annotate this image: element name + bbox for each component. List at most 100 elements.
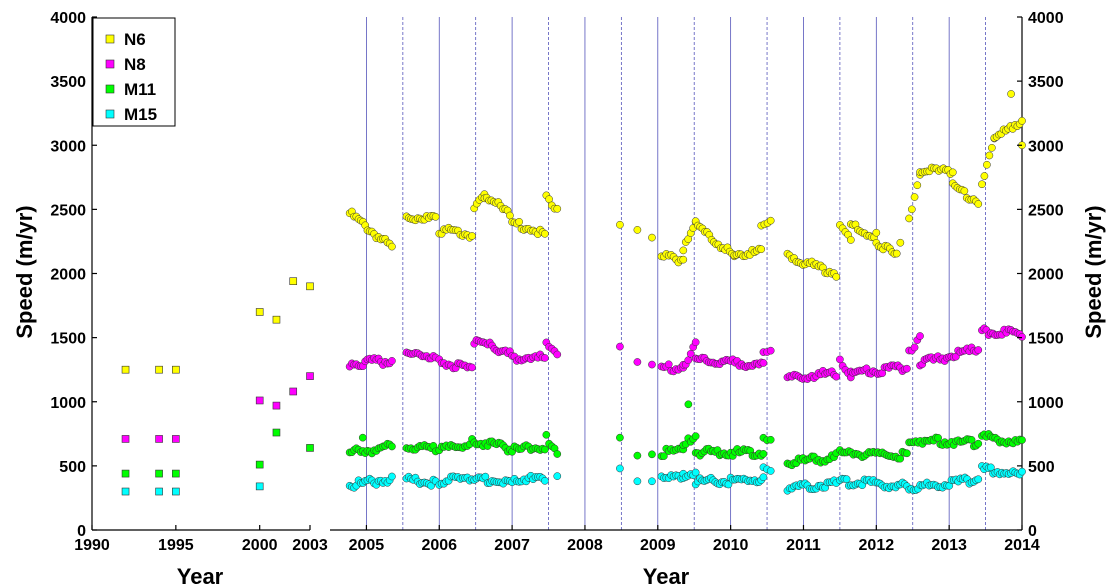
point-n6 <box>172 365 180 374</box>
x-tick-label-right: 2007 <box>494 537 530 554</box>
y-axis-label-right: Speed (m/yr) <box>1081 205 1106 338</box>
point-n8 <box>759 359 768 367</box>
point-m11 <box>541 445 549 454</box>
point-m11 <box>155 469 163 478</box>
point-n6 <box>907 205 916 214</box>
y-tick-label-right: 1500 <box>1028 331 1064 348</box>
point-m11 <box>633 451 642 460</box>
point-m15 <box>121 487 130 496</box>
point-m11 <box>542 430 551 439</box>
point-n8 <box>686 349 695 358</box>
x-tick-label-right: 2006 <box>421 537 457 554</box>
y-tick-label-right: 3000 <box>1028 138 1064 155</box>
x-tick-label-left: 2000 <box>242 537 278 554</box>
y-tick-label-left: 2500 <box>50 202 86 219</box>
legend: N6 N8 M11 M15 <box>92 17 176 127</box>
point-m15 <box>388 472 396 481</box>
legend-label-n8: N8 <box>124 55 146 74</box>
point-m15 <box>1018 467 1026 476</box>
point-n6 <box>289 277 298 285</box>
point-n8 <box>664 360 673 369</box>
x-tick-label-right: 2011 <box>786 537 821 554</box>
legend-marker-n8 <box>105 59 115 69</box>
point-m11 <box>934 434 942 442</box>
point-m15 <box>633 477 642 486</box>
legend-label-n6: N6 <box>124 30 146 49</box>
point-n6 <box>255 308 264 316</box>
point-n8 <box>172 435 180 443</box>
y-axis-label-left: Speed (m/yr) <box>12 205 37 338</box>
year-divider-lines <box>366 17 986 530</box>
point-n8 <box>388 357 396 365</box>
point-n6 <box>892 249 901 258</box>
point-n6 <box>905 214 913 223</box>
point-n8 <box>155 435 163 443</box>
point-m15 <box>974 475 983 484</box>
legend-marker-m15 <box>105 109 115 119</box>
point-n6 <box>983 160 991 169</box>
x-tick-label-right: 2005 <box>349 537 385 554</box>
point-n6 <box>1007 90 1015 98</box>
point-n8 <box>832 372 841 381</box>
x-tick-label-right: 2009 <box>640 537 676 554</box>
point-m15 <box>842 475 851 484</box>
x-tick-label-right: 2012 <box>859 537 895 554</box>
point-m11 <box>759 450 768 458</box>
point-n6 <box>388 242 396 251</box>
y-tick-label-right: 500 <box>1028 459 1055 476</box>
point-n6 <box>980 172 989 180</box>
point-n8 <box>633 358 642 366</box>
point-n6 <box>910 193 919 201</box>
point-n8 <box>541 354 549 362</box>
y-tick-label-right: 4000 <box>1028 10 1064 27</box>
point-m15 <box>759 473 768 482</box>
point-n8 <box>910 343 919 352</box>
point-n8 <box>903 364 911 373</box>
point-m15 <box>648 477 656 486</box>
point-n8 <box>289 387 298 396</box>
point-m11 <box>691 432 700 441</box>
point-m11 <box>648 450 656 459</box>
point-n8 <box>974 346 983 354</box>
legend-label-m15: M15 <box>124 105 157 124</box>
point-m15 <box>172 487 180 496</box>
point-n8 <box>553 350 562 359</box>
y-tick-label-left: 3500 <box>50 74 86 91</box>
point-m15 <box>616 464 624 473</box>
point-m11 <box>684 400 693 409</box>
point-n6 <box>1018 117 1026 125</box>
point-n6 <box>872 228 881 237</box>
y-tick-label-left: 0 <box>77 523 86 540</box>
data-points <box>121 90 1026 496</box>
point-m15 <box>255 482 264 491</box>
point-m11 <box>306 444 314 452</box>
y-tick-label-left: 1500 <box>50 331 86 348</box>
point-m11 <box>1018 436 1026 444</box>
point-n6 <box>272 315 281 324</box>
x-axis-label-left: Year <box>177 564 224 588</box>
point-m11 <box>255 460 264 469</box>
point-n6 <box>468 232 476 240</box>
y-tick-label-right: 0 <box>1028 523 1037 540</box>
point-m11 <box>766 435 775 444</box>
point-n8 <box>272 401 281 410</box>
point-m11 <box>388 442 396 451</box>
left-panel-tick-labels: 0 500 1000 1500 2000 2500 3000 3500 4000 1990 1995… <box>50 10 327 554</box>
point-n6 <box>978 180 986 189</box>
point-n6 <box>155 365 163 374</box>
y-tick-label-left: 500 <box>59 459 86 476</box>
point-n6 <box>974 200 983 208</box>
point-n8 <box>648 360 656 369</box>
point-n8 <box>766 346 775 355</box>
point-n6 <box>648 233 656 242</box>
y-tick-label-right: 2500 <box>1028 202 1064 219</box>
x-tick-label-left: 1995 <box>158 537 194 554</box>
legend-marker-n6 <box>105 34 115 44</box>
point-n6 <box>985 151 994 160</box>
y-tick-label-left: 2000 <box>50 267 86 284</box>
point-n8 <box>121 435 130 443</box>
point-m11 <box>903 449 911 458</box>
point-n6 <box>121 365 130 374</box>
point-m11 <box>896 454 905 463</box>
point-n6 <box>553 204 562 213</box>
